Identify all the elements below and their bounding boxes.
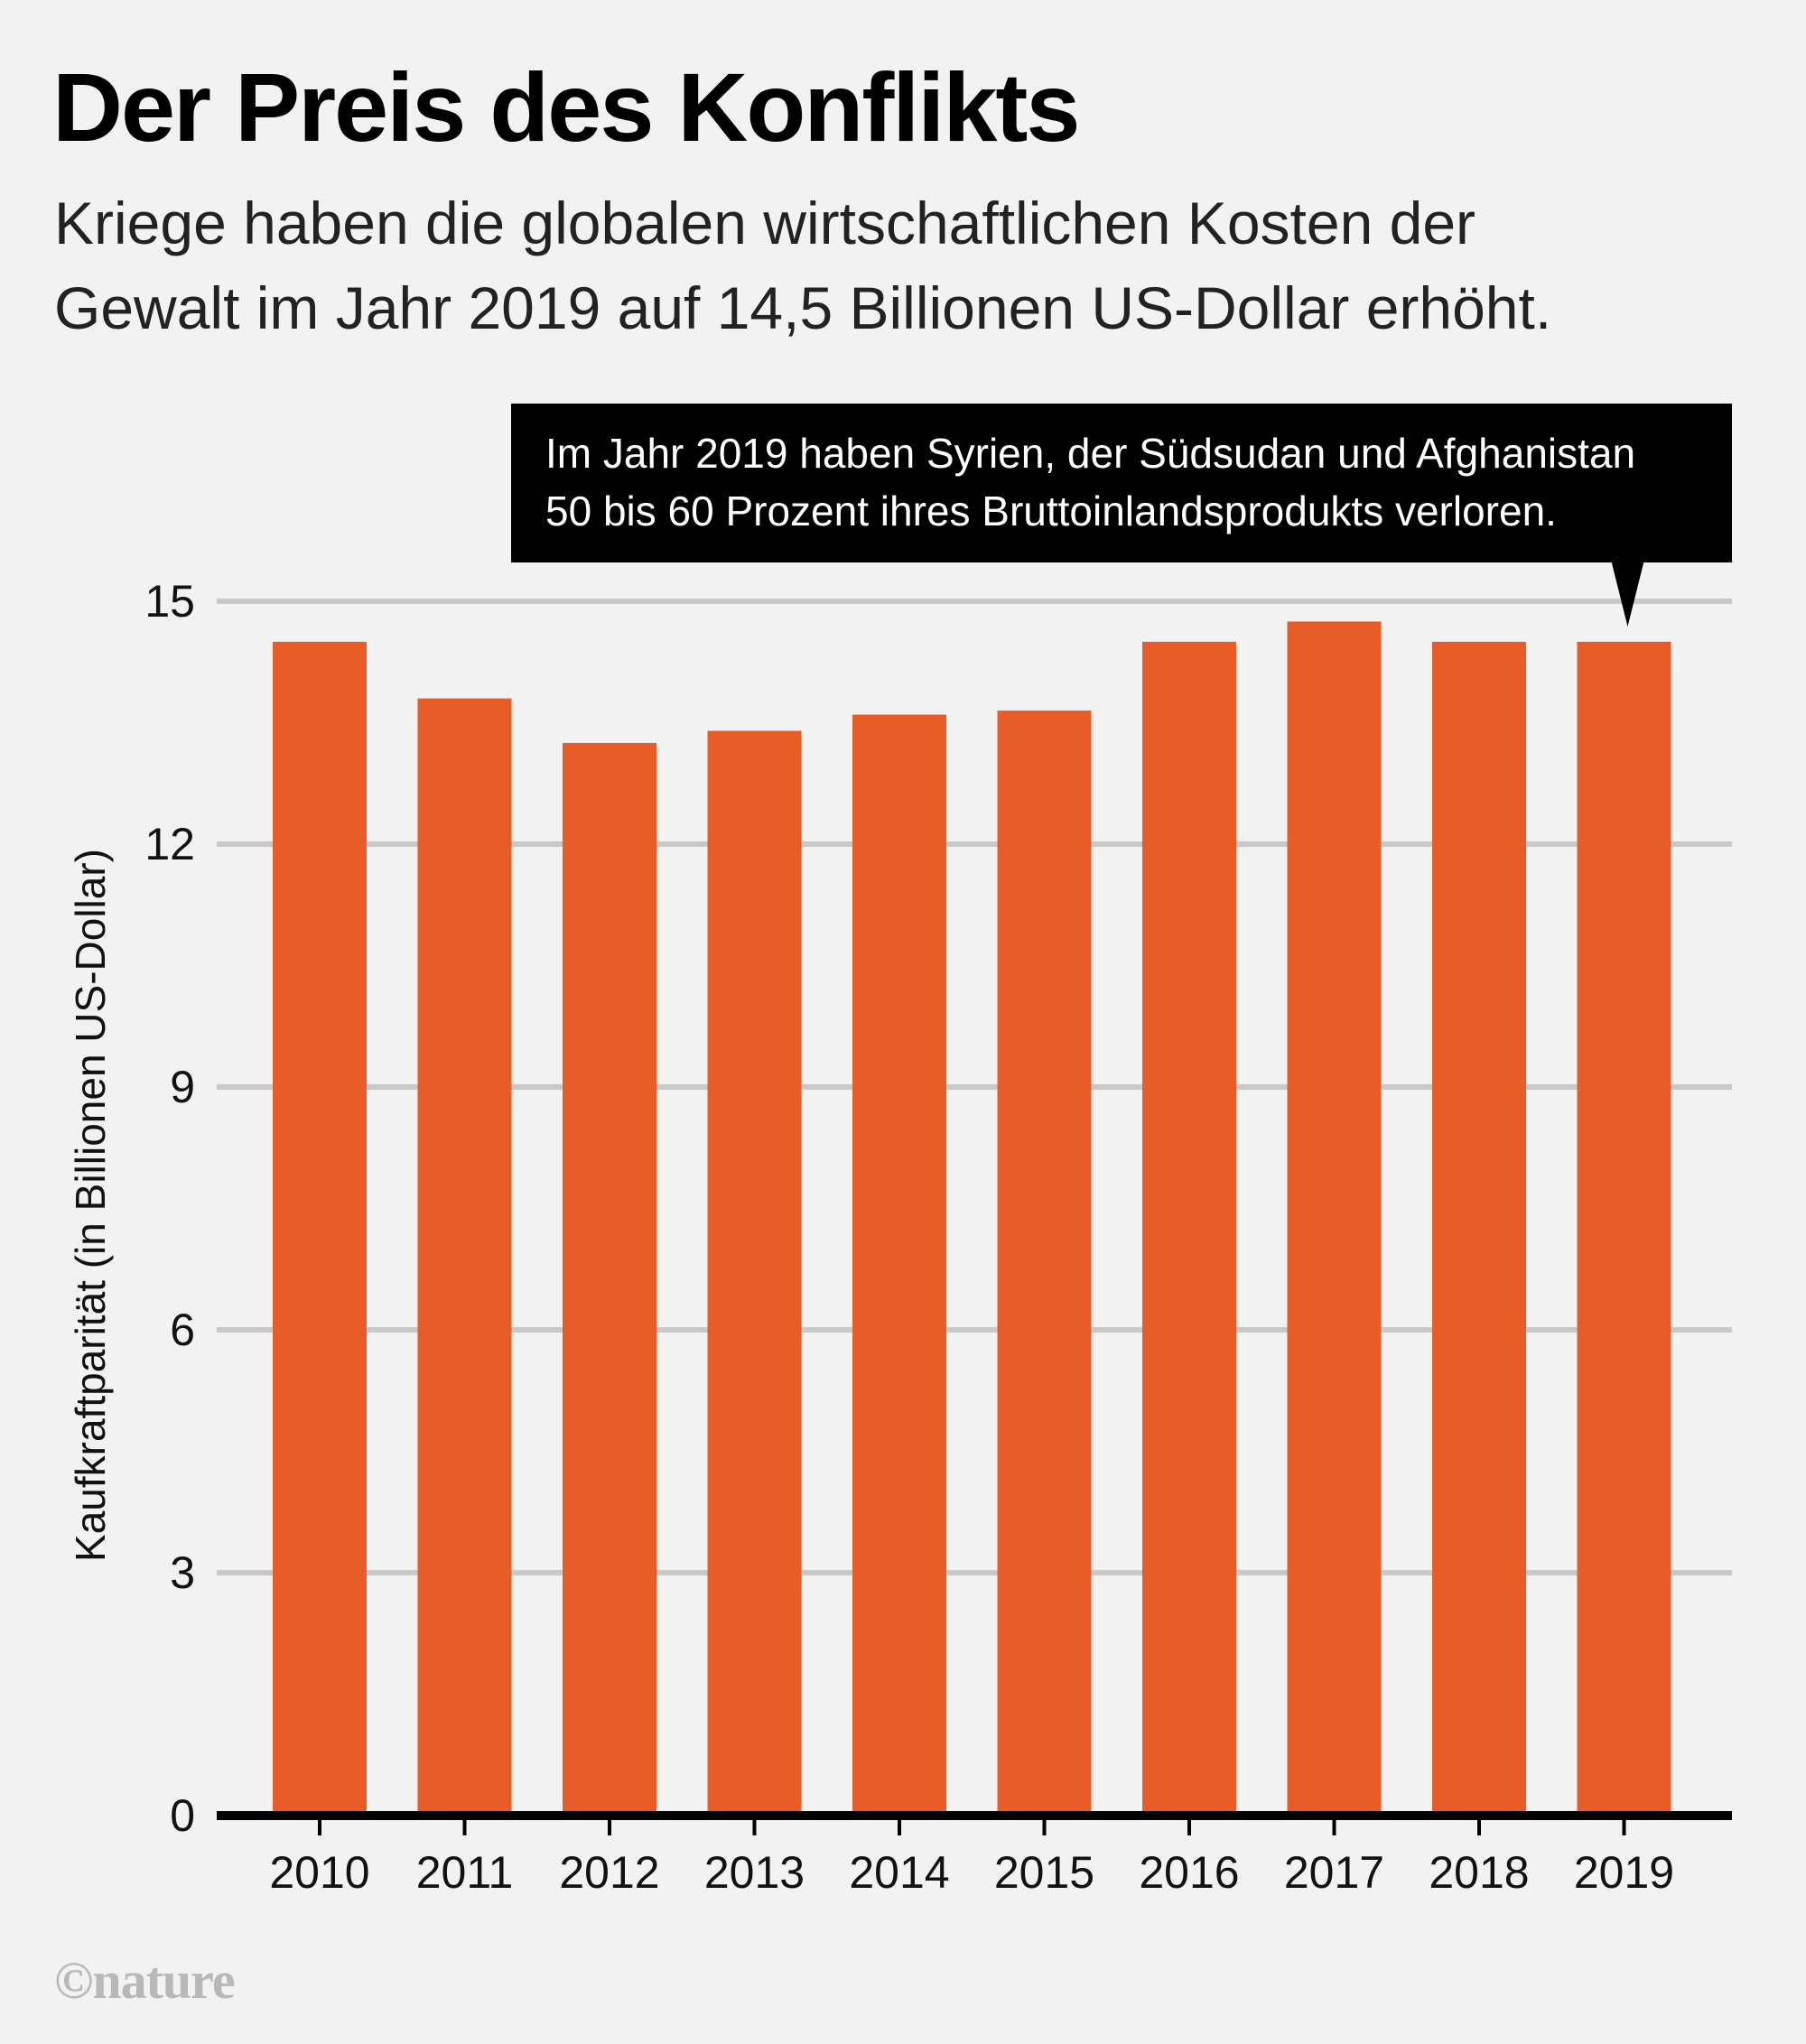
x-tick-label: 2014	[849, 1847, 949, 1898]
bar-2013	[707, 730, 802, 1816]
bar-2017	[1287, 621, 1382, 1816]
bar-2015	[997, 711, 1092, 1816]
callout	[511, 404, 1732, 627]
x-tick-label: 2019	[1574, 1847, 1674, 1898]
y-tick-label: 9	[170, 1062, 195, 1112]
chart-title: Der Preis des Konflikts	[52, 52, 1080, 162]
callout-text: Im Jahr 2019 haben Syrien, der Südsudan …	[545, 424, 1635, 540]
chart-subtitle: Kriege haben die globalen wirtschaftlich…	[54, 181, 1752, 350]
callout-line-2: 50 bis 60 Prozent ihres Bruttoinlandspro…	[545, 488, 1557, 534]
x-tick-label: 2017	[1284, 1847, 1384, 1898]
nature-credit: ©nature	[54, 1951, 236, 2010]
callout-pointer	[1611, 562, 1644, 627]
y-tick-label: 12	[144, 819, 195, 869]
bar-2018	[1432, 641, 1526, 1816]
subtitle-line-2: Gewalt im Jahr 2019 auf 14,5 Billionen U…	[54, 274, 1552, 341]
y-axis-ticks: 0 3 6 9 12 15	[144, 576, 195, 1841]
y-tick-label: 15	[144, 576, 195, 627]
x-tick-label: 2015	[994, 1847, 1094, 1898]
y-axis-label: Kaufkraftparität (in Billionen US-Dollar…	[67, 849, 114, 1562]
bar-2016	[1142, 641, 1236, 1816]
x-tick-label: 2010	[269, 1847, 369, 1898]
x-tick-label: 2013	[704, 1847, 805, 1898]
bar-2010	[273, 641, 367, 1816]
bar-2019	[1577, 641, 1671, 1816]
x-axis-ticks: 2010 2011 2012 2013 2014 2015 2016 2017 2018 2019	[217, 1811, 1732, 1898]
bar-2012	[563, 742, 656, 1816]
y-tick-label: 6	[170, 1305, 195, 1355]
x-tick-label: 2012	[559, 1847, 659, 1898]
callout-box	[511, 404, 1732, 562]
subtitle-line-1: Kriege haben die globalen wirtschaftlich…	[54, 190, 1476, 256]
x-tick-label: 2018	[1429, 1847, 1529, 1898]
callout-line-1: Im Jahr 2019 haben Syrien, der Südsudan …	[545, 430, 1636, 477]
bar-2014	[852, 714, 946, 1816]
bars	[273, 621, 1671, 1816]
x-tick-label: 2011	[416, 1847, 514, 1898]
x-tick-label: 2016	[1139, 1847, 1239, 1898]
y-tick-label: 0	[170, 1790, 195, 1841]
y-tick-label: 3	[170, 1547, 195, 1598]
bar-2011	[417, 698, 512, 1816]
